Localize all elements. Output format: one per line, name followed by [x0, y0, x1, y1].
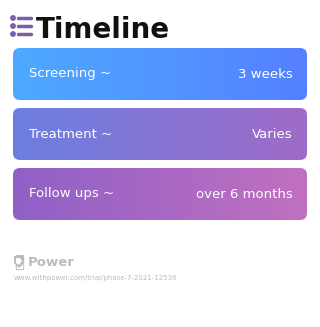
Circle shape [11, 16, 15, 20]
Text: over 6 months: over 6 months [196, 187, 293, 200]
Polygon shape [16, 258, 22, 265]
Text: www.withpower.com/trial/phase-7-2021-12536: www.withpower.com/trial/phase-7-2021-125… [14, 275, 178, 281]
Text: Power: Power [28, 255, 75, 268]
Text: Timeline: Timeline [36, 16, 170, 44]
Text: Follow ups ~: Follow ups ~ [29, 187, 114, 200]
Text: Treatment ~: Treatment ~ [29, 128, 112, 141]
Text: Screening ~: Screening ~ [29, 67, 111, 80]
Text: 3 weeks: 3 weeks [238, 67, 293, 80]
Text: ␧: ␧ [14, 253, 24, 271]
Polygon shape [14, 256, 24, 268]
Circle shape [11, 32, 15, 36]
Text: Varies: Varies [252, 128, 293, 141]
Circle shape [11, 24, 15, 28]
